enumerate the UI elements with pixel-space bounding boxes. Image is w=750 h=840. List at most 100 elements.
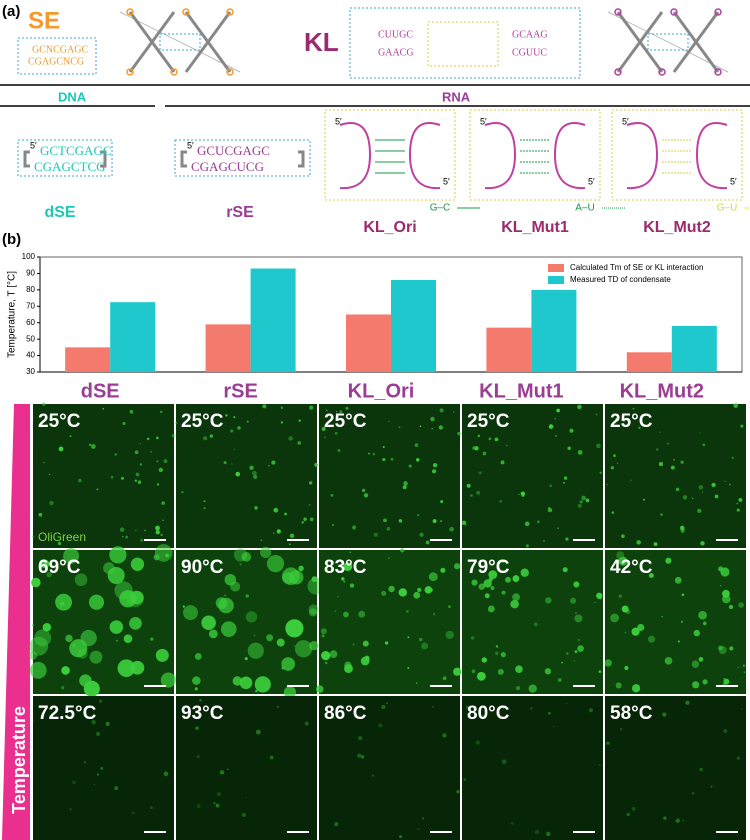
condensate: [309, 481, 313, 485]
condensate: [461, 520, 467, 526]
condensate: [96, 773, 100, 776]
condensate: [557, 527, 559, 530]
hairpin-box: [469, 109, 601, 201]
condensate: [440, 500, 444, 504]
condensate: [425, 540, 430, 545]
legend-label: Measured TD of condensate: [570, 275, 671, 284]
micrograph: [176, 404, 317, 548]
condensate: [430, 416, 435, 422]
condensate: [130, 557, 145, 571]
sketch: [119, 11, 241, 73]
construct-box: [17, 139, 113, 177]
y-tick-label: 50: [26, 334, 35, 343]
condensate: [500, 652, 506, 658]
condensate: [487, 605, 495, 613]
condensate: [524, 521, 530, 527]
condensate: [140, 538, 144, 542]
condensate: [303, 517, 307, 521]
condensate: [526, 544, 529, 548]
condensate: [308, 608, 317, 617]
condensate: [567, 446, 571, 450]
condensate: [314, 463, 318, 467]
condensate: [43, 461, 45, 464]
condensate: [304, 721, 309, 726]
condensate: [294, 640, 313, 658]
condensate: [449, 526, 454, 532]
condensate: [490, 586, 495, 590]
condensate: [298, 565, 304, 572]
y-tick-label: 60: [26, 318, 35, 327]
kl-inner: [427, 21, 499, 67]
condensate: [548, 424, 554, 429]
condensate: [502, 707, 505, 710]
condensate: [402, 485, 407, 490]
condensate: [562, 481, 566, 484]
panel-label: (b): [2, 231, 21, 248]
condensate: [632, 407, 635, 410]
legend-swatch: [548, 264, 564, 272]
x-tick-label: rSE: [223, 380, 257, 402]
condensate: [417, 513, 420, 517]
condensate: [610, 613, 620, 623]
stain-label: OliGreen: [38, 530, 86, 544]
condensate: [266, 554, 285, 573]
condensate: [723, 677, 726, 680]
condensate: [386, 527, 391, 531]
condensate: [484, 593, 490, 599]
condensate: [660, 513, 663, 516]
condensate: [69, 808, 72, 811]
condensate: [702, 679, 708, 685]
condensate: [399, 835, 403, 839]
condensate: [537, 520, 540, 524]
condensate: [137, 480, 142, 485]
condensate: [301, 521, 304, 524]
condensate: [471, 669, 476, 674]
condensate: [675, 818, 681, 823]
condensate: [722, 589, 730, 598]
sketch-end: [226, 8, 234, 16]
condensate: [344, 661, 352, 669]
condensate: [343, 580, 346, 583]
condensate: [432, 613, 436, 616]
condensate: [699, 767, 703, 772]
condensate: [478, 471, 482, 475]
prime-label: 5′: [622, 116, 629, 126]
hairpin: [484, 122, 517, 190]
condensate: [613, 454, 616, 458]
condensate: [156, 483, 160, 486]
condensate: [150, 806, 153, 809]
condensate: [162, 519, 164, 522]
condensate: [122, 422, 126, 425]
condensate: [119, 590, 137, 608]
condensate: [273, 507, 277, 512]
condensate: [341, 577, 345, 581]
condensate: [276, 705, 279, 708]
condensate: [334, 610, 337, 613]
condensate: [146, 437, 150, 441]
condensate: [253, 634, 256, 637]
micrograph: [462, 696, 603, 840]
condensate: [215, 597, 228, 609]
temperature: 58°C: [610, 703, 653, 724]
condensate: [125, 535, 129, 539]
condensate: [742, 664, 745, 667]
condensate: [280, 421, 284, 424]
condensate: [163, 459, 168, 464]
condensate: [606, 741, 610, 745]
condensate: [625, 609, 631, 614]
condensate: [31, 535, 35, 538]
condensate: [134, 479, 138, 482]
condensate: [272, 532, 275, 535]
condensate: [89, 650, 103, 664]
condensate: [692, 681, 700, 689]
sketch-end: [658, 68, 666, 76]
condensate: [331, 523, 335, 527]
condensate: [42, 622, 52, 632]
condensate: [181, 491, 184, 494]
micrograph: [605, 404, 746, 548]
se-seq: GCNCGAGC: [32, 44, 88, 55]
condensate: [470, 494, 473, 497]
condensate: [239, 676, 253, 690]
condensate: [69, 435, 72, 438]
condensate: [658, 462, 664, 467]
